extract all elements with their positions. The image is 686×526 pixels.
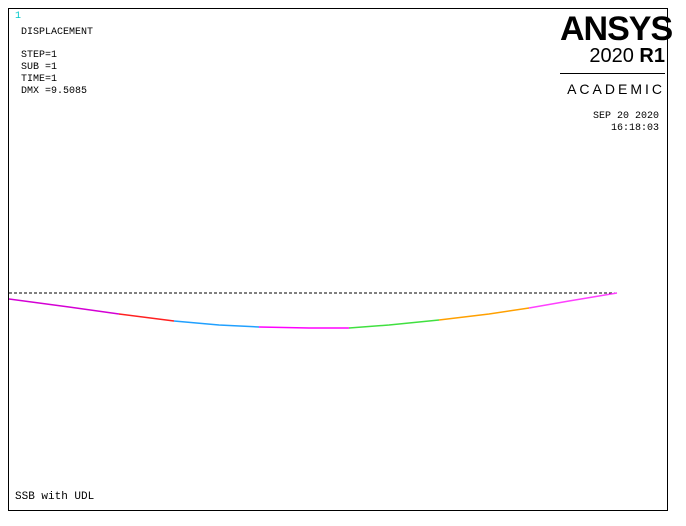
substep-label: SUB =1	[21, 62, 58, 73]
deformed-shape-plot	[9, 292, 618, 329]
deformed-segment	[173, 320, 260, 328]
timestamp: SEP 20 2020 16:18:03	[593, 111, 659, 135]
deformed-segment	[118, 313, 175, 322]
logo-brand: ANSYS	[560, 10, 673, 48]
deformed-segment	[258, 326, 349, 329]
job-title: SSB with UDL	[15, 491, 95, 503]
date-label: SEP 20 2020	[592, 111, 659, 122]
logo-edition: ACADEMIC	[567, 81, 665, 97]
deformed-segment	[9, 298, 120, 315]
logo-version: 2020 R1	[560, 45, 665, 67]
solution-info: STEP=1 SUB =1 TIME=1 DMX =9.5085	[21, 50, 87, 98]
logo-version-release: R1	[639, 45, 665, 67]
deformed-segment	[528, 292, 618, 309]
deformed-beam	[9, 292, 618, 329]
deformed-segment	[438, 307, 530, 321]
logo-divider	[560, 73, 665, 74]
dmx-label: DMX =9.5085	[21, 86, 88, 97]
logo-version-year: 2020	[589, 45, 634, 67]
time-label: 16:18:03	[610, 123, 659, 134]
window-number: 1	[15, 11, 22, 22]
deformed-segment	[348, 319, 440, 329]
plot-title: DISPLACEMENT	[21, 27, 94, 38]
time-label: TIME=1	[21, 74, 58, 85]
ansys-logo: ANSYS 2020 R1 ACADEMIC	[560, 10, 673, 97]
graphics-window[interactable]: 1 DISPLACEMENT STEP=1 SUB =1 TIME=1 DMX …	[8, 8, 673, 511]
step-label: STEP=1	[21, 50, 58, 61]
